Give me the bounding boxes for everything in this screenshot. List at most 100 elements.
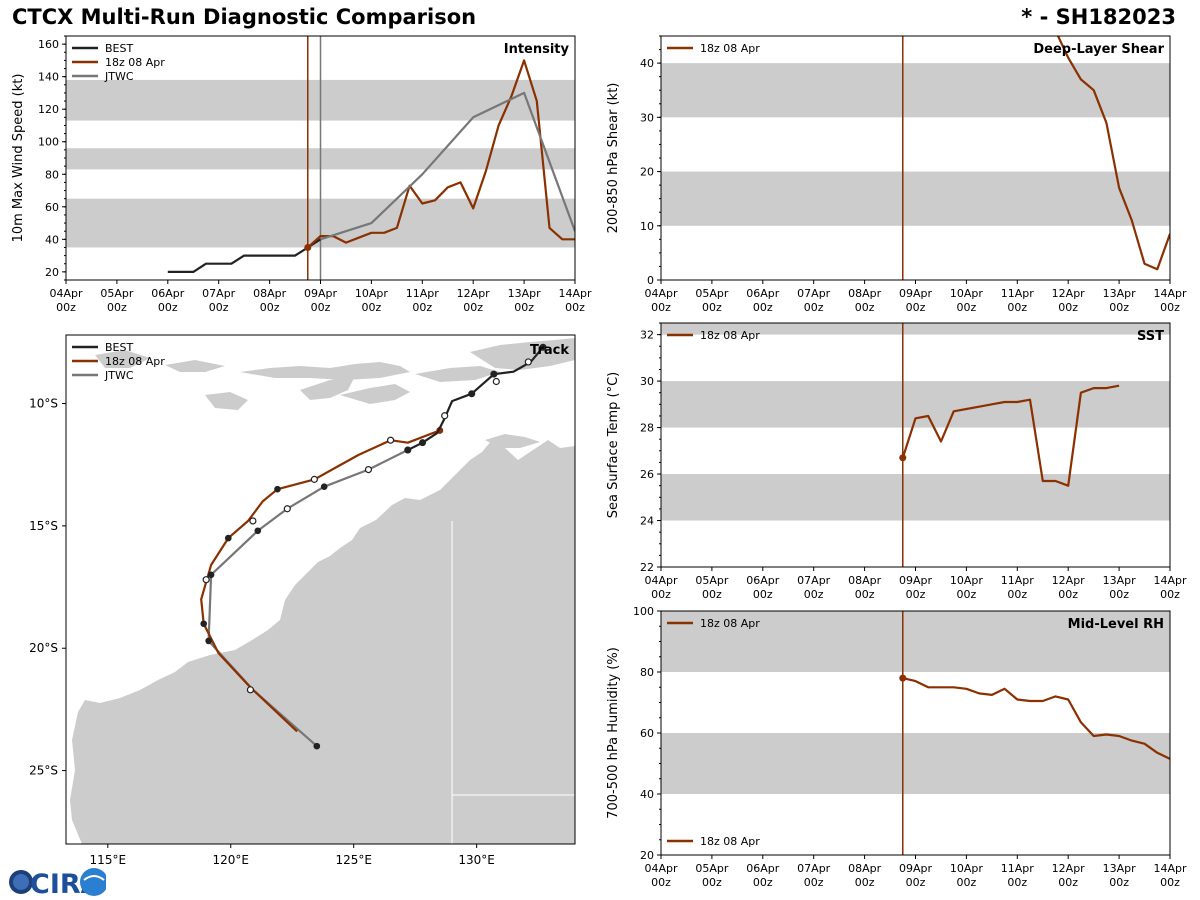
sst-xtick-label: 07Apr [797,574,831,587]
track-map-area [70,338,575,844]
track-best-position-dot [207,571,215,579]
track-line-best [407,346,544,451]
logo-circle-icon [80,868,106,896]
track-forecast-position-dot [246,686,255,694]
sst-xtick-label: 00z [855,588,875,601]
shear-xtick-label: 00z [1109,301,1129,314]
rh-band-1 [661,611,1170,672]
sst-xtick-label: 11Apr [1001,574,1035,587]
rh-xtick-label: 00z [804,876,824,889]
sst-xtick-label: 00z [702,588,722,601]
intensity-xtick-label: 05Apr [100,287,134,300]
rh-ytick-label: 40 [640,788,654,801]
shear-xtick-label: 10Apr [950,287,984,300]
track-best-position-dot [205,637,212,645]
intensity-xtick-label: 00z [107,301,127,314]
rh-xtick-label: 00z [1160,876,1180,889]
sst-band-0 [661,474,1170,521]
intensity-init-marker [304,243,312,251]
track-forecast-position-dot [283,505,291,513]
rh-init-marker [899,674,907,682]
rh-xtick-label: 11Apr [1001,862,1035,875]
rh-xtick-label: 00z [1007,876,1027,889]
shear-xtick-label: 00z [957,301,977,314]
shear-plot-area [661,36,1170,280]
shear-xtick-label: 00z [855,301,875,314]
shear-xtick-label: 00z [753,301,773,314]
intensity-xtick-label: 04Apr [49,287,83,300]
intensity-xtick-label: 00z [412,301,432,314]
rh-xtick-label: 10Apr [950,862,984,875]
sst-ytick-label: 30 [640,375,654,388]
track-xtick-label: 130°E [458,853,495,867]
intensity-xtick-label: 11Apr [406,287,440,300]
sst-xtick-label: 05Apr [695,574,729,587]
rh-panel: 2040608010004Apr00z05Apr00z06Apr00z07Apr… [606,605,1187,889]
track-legend-label: JTWC [104,369,134,382]
land-mass-1 [240,362,410,380]
rh-ytick-label: 60 [640,727,654,740]
rh-title: Mid-Level RH [1068,617,1164,632]
sst-xtick-label: 00z [651,588,671,601]
shear-xtick-label: 04Apr [644,287,678,300]
shear-xtick-label: 00z [702,301,722,314]
intensity-ytick-label: 140 [38,71,59,84]
shear-series-run [1056,36,1170,271]
rh-series-run [902,677,1170,760]
rh-xtick-label: 12Apr [1052,862,1086,875]
track-best-position-dot [224,534,232,542]
rh-xtick-label: 00z [651,876,671,889]
sst-ytick-label: 24 [640,515,654,528]
intensity-xtick-label: 14Apr [558,287,592,300]
intensity-ytick-label: 40 [45,233,59,246]
intensity-xtick-label: 06Apr [151,287,185,300]
intensity-ytick-label: 80 [45,168,59,181]
intensity-xtick-label: 00z [158,301,178,314]
shear-xtick-label: 00z [906,301,926,314]
rh-ytick-label: 80 [640,666,654,679]
sst-xtick-label: 00z [957,588,977,601]
shear-ytick-label: 20 [640,166,654,179]
track-init-dot-best [419,439,427,447]
rh-xtick-label: 00z [702,876,722,889]
rh-xtick-label: 00z [855,876,875,889]
shear-xtick-label: 05Apr [695,287,729,300]
track-best-position-dot [200,620,208,628]
rh-xtick-label: 08Apr [848,862,882,875]
track-forecast-position-dot [441,412,449,420]
intensity-legend-label: BEST [105,42,133,55]
rh-xtick-label: 13Apr [1103,862,1137,875]
sst-xtick-label: 04Apr [644,574,678,587]
shear-xtick-label: 09Apr [899,287,933,300]
land-mass-9 [485,434,540,448]
track-init-dot-best [490,370,498,378]
sst-ytick-label: 28 [640,422,654,435]
intensity-series-run [307,59,575,249]
shear-legend-label: 18z 08 Apr [700,42,760,55]
sst-xtick-label: 10Apr [950,574,984,587]
track-forecast-position-dot [310,475,318,483]
storm-id-label: * - SH182023 [1021,5,1176,29]
sst-xtick-label: 12Apr [1052,574,1086,587]
land-mass-12 [470,752,510,770]
rh-xtick-label: 00z [1058,876,1078,889]
sst-xtick-label: 14Apr [1153,574,1187,587]
rh-xtick-label: 09Apr [899,862,933,875]
rh-xtick-label: 00z [1109,876,1129,889]
track-best-position-dot [274,485,281,493]
rh-plot-area [661,611,1170,855]
land-mass-4 [340,384,410,404]
intensity-series-jtwc [320,91,575,241]
intensity-xtick-label: 00z [514,301,534,314]
shear-xtick-label: 12Apr [1052,287,1086,300]
sst-xtick-label: 00z [1109,588,1129,601]
logo-globe-inner-icon [13,874,29,890]
sst-band-2 [661,323,1170,335]
sst-frame [660,322,1171,568]
shear-ytick-label: 40 [640,57,654,70]
shear-ytick-label: 10 [640,220,654,233]
track-panel: 115°E 120°E 125°E 130°E 10°S 15°S 20°S 25°S Trac… [29,334,576,867]
sst-xtick-label: 00z [753,588,773,601]
rh-xtick-label: 00z [753,876,773,889]
shear-xtick-label: 00z [651,301,671,314]
